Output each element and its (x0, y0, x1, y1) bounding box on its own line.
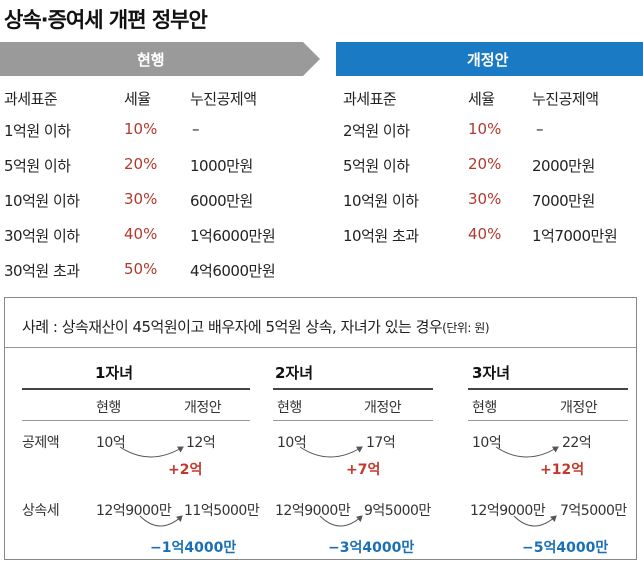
case-divider (5, 347, 636, 348)
proposal-col-rate: 세율 (468, 90, 495, 108)
g2-deduction-current: 10억 (277, 435, 307, 451)
g2-tax-arrow (319, 515, 363, 527)
g1-tax-arrow (139, 515, 183, 527)
g3-tax-proposal: 7억5000만 (560, 503, 627, 519)
proposal-row-rate: 40% (468, 225, 502, 243)
g2-tax-diff: −3억4000만 (328, 540, 415, 556)
group-subrule-3 (468, 420, 628, 421)
current-row-rate: 20% (124, 155, 158, 173)
group-rule-3 (468, 388, 628, 390)
proposal-col-deduction: 누진공제액 (532, 90, 599, 108)
current-row-rate: 40% (124, 225, 158, 243)
current-header-label: 현행 (137, 51, 165, 69)
current-row-bracket: 10억원 이하 (4, 192, 80, 210)
case-description-text: 사례 : 상속재산이 45억원이고 배우자에 5억원 상속, 자녀가 있는 경우 (22, 318, 443, 336)
current-col-bracket: 과세표준 (4, 90, 58, 108)
g2-tax-current: 12억9000만 (275, 503, 351, 519)
current-row-deduction: – (192, 120, 200, 138)
proposal-row-bracket: 10억원 이하 (343, 192, 419, 210)
proposal-row-bracket: 2억원 이하 (343, 122, 410, 140)
current-row-deduction: 1억6000만원 (190, 227, 276, 245)
g1-sub-proposal: 개정안 (184, 400, 222, 416)
current-row-bracket: 1억원 이하 (4, 122, 71, 140)
proposal-header-banner (336, 42, 643, 76)
proposal-row-bracket: 5억원 이하 (343, 157, 410, 175)
g2-sub-proposal: 개정안 (364, 400, 402, 416)
current-row-deduction: 4억6000만원 (190, 262, 276, 280)
proposal-row-deduction: 2000만원 (532, 157, 595, 175)
group-rule-2 (273, 388, 433, 390)
current-row-deduction: 1000만원 (190, 157, 253, 175)
g1-deduction-arrow (119, 446, 184, 458)
current-col-rate: 세율 (124, 90, 151, 108)
current-header-banner (0, 42, 320, 76)
current-row-bracket: 5억원 이하 (4, 157, 71, 175)
current-row-rate: 50% (124, 260, 158, 278)
page-title: 상속·증여세 개편 정부안 (4, 8, 208, 32)
group-subrule-1 (22, 420, 250, 421)
g3-sub-proposal: 개정안 (560, 400, 598, 416)
g2-deduction-diff: +7억 (346, 462, 381, 478)
current-col-deduction: 누진공제액 (190, 90, 257, 108)
g3-deduction-diff: +12억 (540, 462, 585, 478)
g2-sub-current: 현행 (277, 400, 302, 416)
current-row-bracket: 30억원 이하 (4, 227, 80, 245)
g3-deduction-proposal: 22억 (562, 435, 592, 451)
group-rule-1 (22, 388, 250, 390)
g2-deduction-arrow (299, 446, 363, 458)
proposal-col-bracket: 과세표준 (343, 90, 397, 108)
proposal-row-rate: 20% (468, 155, 502, 173)
g1-tax-current: 12억9000만 (96, 503, 172, 519)
proposal-row-rate: 30% (468, 190, 502, 208)
case-box (4, 297, 637, 560)
g1-deduction-proposal: 12억 (186, 435, 216, 451)
g3-deduction-current: 10억 (472, 435, 502, 451)
group-title-2: 2자녀 (275, 364, 314, 382)
g1-tax-proposal: 11억5000만 (184, 503, 260, 519)
g3-deduction-arrow (495, 446, 559, 458)
current-row-bracket: 30억원 초과 (4, 262, 80, 280)
current-row-rate: 30% (124, 190, 158, 208)
proposal-row-bracket: 10억원 초과 (343, 227, 419, 245)
row-label-deduction: 공제액 (22, 435, 60, 451)
g3-sub-current: 현행 (472, 400, 497, 416)
g2-tax-proposal: 9억5000만 (364, 503, 431, 519)
group-subrule-2 (273, 420, 433, 421)
g1-deduction-diff: +2억 (168, 462, 203, 478)
g1-tax-diff: −1억4000만 (150, 540, 237, 556)
proposal-row-deduction: 7000만원 (532, 192, 595, 210)
g2-deduction-proposal: 17억 (366, 435, 396, 451)
g3-tax-arrow (513, 515, 557, 527)
group-title-3: 3자녀 (472, 364, 511, 382)
g3-tax-diff: −5억4000만 (522, 540, 609, 556)
case-description: 사례 : 상속재산이 45억원이고 배우자에 5억원 상속, 자녀가 있는 경우… (22, 316, 490, 337)
proposal-row-rate: 10% (468, 120, 502, 138)
row-label-tax: 상속세 (22, 503, 60, 519)
case-unit: (단위: 원) (442, 321, 490, 335)
g1-deduction-current: 10억 (96, 435, 126, 451)
proposal-row-deduction: – (536, 120, 544, 138)
group-title-1: 1자녀 (95, 364, 134, 382)
current-row-deduction: 6000만원 (190, 192, 253, 210)
header-banners (0, 42, 643, 76)
proposal-header-label: 개정안 (467, 51, 509, 69)
g1-sub-current: 현행 (96, 400, 121, 416)
proposal-row-deduction: 1억7000만원 (532, 227, 618, 245)
current-row-rate: 10% (124, 120, 158, 138)
g3-tax-current: 12억9000만 (470, 503, 546, 519)
